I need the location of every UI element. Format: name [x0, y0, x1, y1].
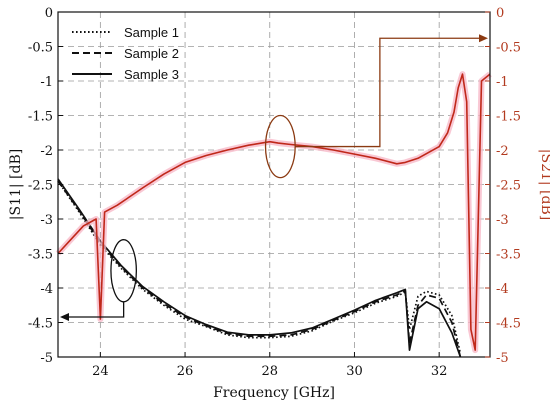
x-tick-label-0: 24 — [92, 364, 109, 379]
x-axis-label: Frequency [GHz] — [213, 385, 335, 401]
x-tick-label-1: 26 — [177, 364, 194, 379]
y-left-tick-label-6: -3 — [40, 213, 53, 228]
y-left-tick-label-8: -4 — [40, 282, 53, 297]
legend-item-sample-1: Sample 1 — [72, 25, 179, 40]
y-left-tick-label-10: -5 — [40, 351, 53, 366]
x-tick-label-2: 28 — [261, 364, 278, 379]
s11-series-line-2 — [57, 180, 462, 358]
legend-label-sample-3: Sample 3 — [124, 67, 179, 82]
y-right-tick-label-7: -3.5 — [496, 248, 521, 263]
tick-labels: 24 26 28 30 32 0 0 -0.5 -0.5 -1 -1 -1.5 -1.5 -2 -2 -2.5… — [28, 6, 521, 379]
annotation-arrow-line-0 — [66, 301, 125, 318]
y-left-tick-label-9: -4.5 — [28, 317, 53, 332]
y-left-tick-label-1: -0.5 — [28, 41, 53, 56]
y-right-tick-label-6: -3 — [496, 213, 509, 228]
y-left-tick-label-3: -1.5 — [28, 110, 53, 125]
y-left-tick-label-2: -1 — [40, 75, 53, 90]
y-right-tick-label-5: -2.5 — [496, 179, 521, 194]
y-left-tick-label-7: -3.5 — [28, 248, 53, 263]
series-layer — [55, 71, 492, 358]
y-right-tick-label-1: -0.5 — [496, 41, 521, 56]
y-left-tick-label-0: 0 — [45, 6, 53, 21]
y-right-tick-label-8: -4 — [496, 282, 509, 297]
y-right-tick-label-4: -2 — [496, 144, 509, 159]
y-right-tick-label-2: -1 — [496, 75, 509, 90]
y-right-tick-label-0: 0 — [496, 6, 504, 21]
y-left-tick-label-4: -2 — [40, 144, 53, 159]
y-left-tick-label-5: -2.5 — [28, 179, 53, 194]
legend: Sample 1 Sample 2 Sample 3 — [72, 25, 179, 82]
y-right-tick-label-10: -5 — [496, 351, 509, 366]
s11-series-line-3 — [57, 178, 462, 358]
y-right-tick-label-3: -1.5 — [496, 110, 521, 125]
annotation-arrowhead-1 — [479, 34, 488, 43]
legend-item-sample-3: Sample 3 — [72, 67, 179, 82]
grid — [58, 12, 490, 357]
legend-label-sample-2: Sample 2 — [124, 46, 179, 61]
annotation-layer — [60, 34, 488, 321]
annotation-ellipse-0 — [110, 239, 138, 303]
annotation-arrow-line-1 — [295, 37, 482, 148]
x-tick-label-4: 32 — [431, 364, 448, 379]
y-axis-label-left: |S11| [dB] — [8, 149, 24, 220]
annotation-arrowhead-0 — [60, 312, 69, 321]
y-right-tick-label-9: -4.5 — [496, 317, 521, 332]
y-axis-label-right: |S21| [dB] — [538, 149, 550, 220]
x-tick-label-3: 30 — [346, 364, 363, 379]
legend-item-sample-2: Sample 2 — [72, 46, 179, 61]
legend-label-sample-1: Sample 1 — [124, 25, 179, 40]
s11-series-line-1 — [57, 180, 462, 354]
